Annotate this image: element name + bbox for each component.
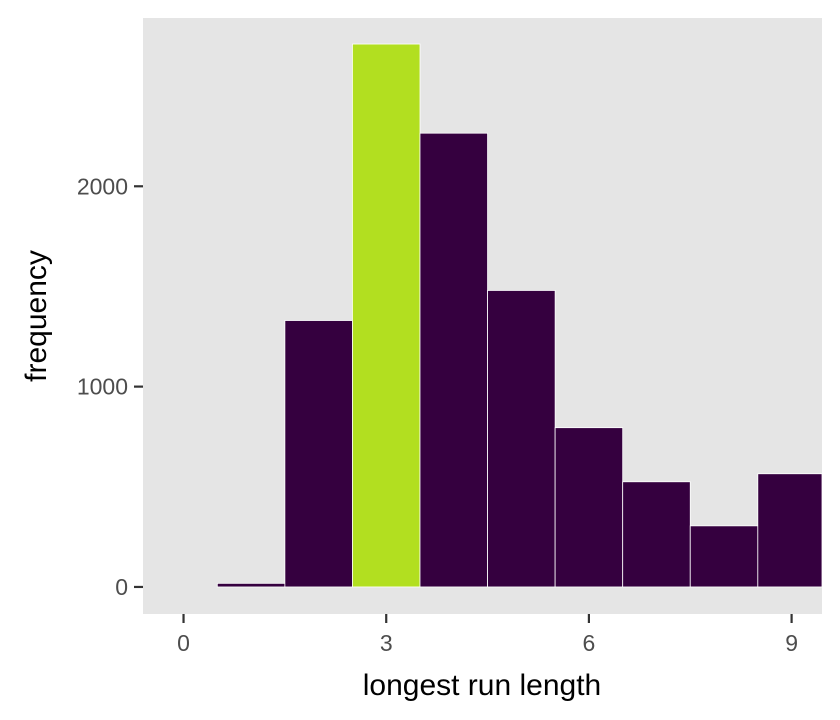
bar-2 [284, 320, 353, 588]
x-axis-title: longest run length [363, 669, 602, 702]
bar-7 [622, 481, 691, 588]
x-tick-label-6: 6 [583, 630, 596, 656]
bar-9 [757, 473, 823, 588]
x-axis: 0 3 6 9 [177, 614, 798, 656]
bar-4 [419, 132, 488, 588]
bars-group [216, 43, 823, 588]
y-tick-label-1000: 1000 [77, 374, 128, 400]
bar-8 [689, 525, 759, 588]
y-axis-title: frequency [20, 250, 53, 382]
y-tick-label-0: 0 [115, 574, 128, 600]
bar-6 [554, 427, 624, 588]
x-tick-label-0: 0 [177, 630, 190, 656]
x-tick-label-9: 9 [785, 630, 798, 656]
x-tick-label-3: 3 [380, 630, 393, 656]
y-tick-label-2000: 2000 [77, 173, 128, 199]
bar-5 [487, 290, 556, 588]
bar-1 [216, 582, 286, 588]
bar-3 [352, 43, 421, 588]
y-axis: 0 1000 2000 [77, 173, 143, 600]
